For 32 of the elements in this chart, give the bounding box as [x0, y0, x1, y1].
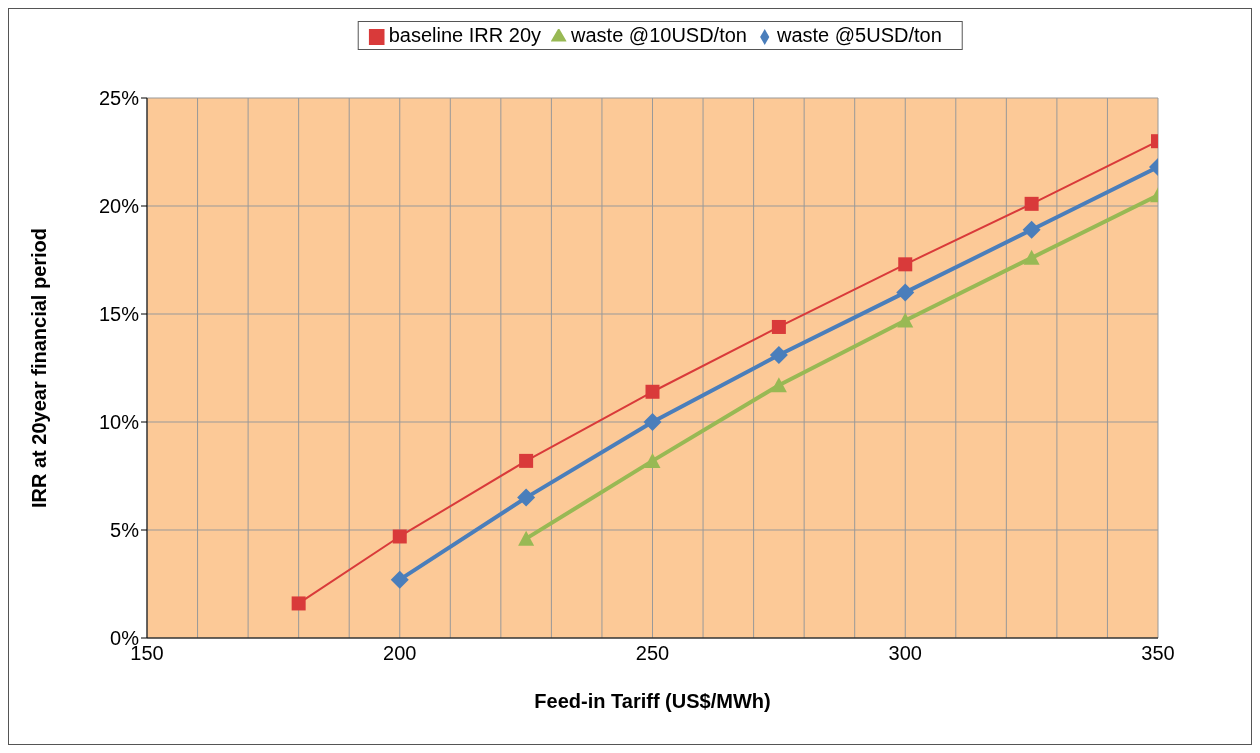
x-tick-label: 350: [1141, 642, 1175, 665]
y-tick-label: 25%: [98, 87, 140, 110]
point: [1024, 196, 1039, 211]
legend-label: baseline IRR 20y: [388, 24, 542, 46]
legend-label: waste @5USD/ton: [776, 24, 942, 46]
point: [643, 413, 662, 431]
point: [518, 530, 535, 546]
point: [390, 570, 409, 589]
point: [644, 452, 661, 468]
point: [392, 529, 407, 544]
x-tick-label: 250: [635, 642, 670, 665]
y-tick-label: 20%: [98, 195, 140, 218]
point: [769, 346, 788, 365]
point: [519, 453, 534, 468]
point: [896, 283, 915, 302]
point: [517, 488, 536, 507]
point: [1023, 249, 1040, 265]
x-tick-label: 200: [383, 642, 417, 665]
point: [898, 257, 913, 272]
point: [771, 319, 786, 334]
point: [897, 312, 914, 328]
legend-label: waste @10USD/ton: [571, 24, 747, 46]
point: [645, 384, 660, 399]
point: [1022, 220, 1041, 239]
point: [770, 377, 787, 393]
y-axis-title: IRR at 20year financial period: [28, 227, 51, 509]
x-axis-title: Feed-in Tariff (US$/MWh): [534, 690, 771, 712]
x-tick-label: 300: [888, 642, 922, 665]
y-tick-label: 5%: [110, 519, 140, 542]
y-tick-label: 15%: [98, 303, 140, 326]
y-tick-label: 10%: [98, 411, 140, 434]
point: [291, 596, 306, 611]
